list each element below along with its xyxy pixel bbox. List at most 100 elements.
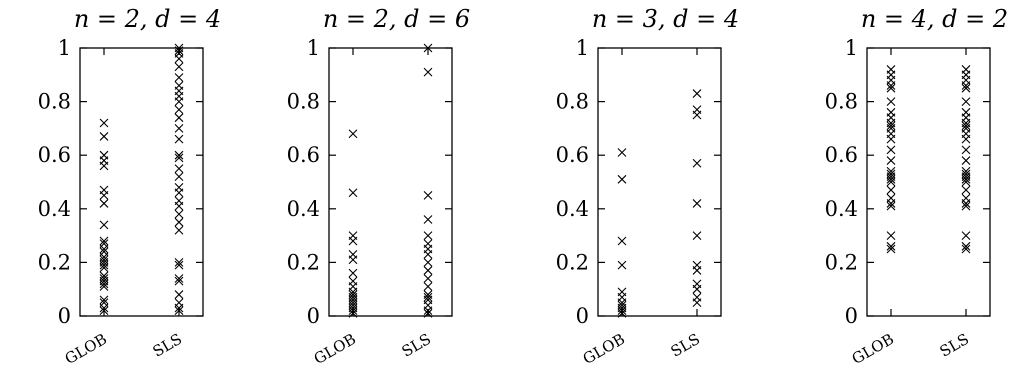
data-point	[423, 274, 433, 283]
data-point	[692, 158, 702, 168]
data-point	[961, 199, 971, 208]
y-tick-label: 0	[307, 304, 320, 328]
y-tick-label: 0.8	[825, 90, 858, 114]
data-point	[174, 276, 184, 286]
data-point	[617, 236, 627, 246]
data-point	[692, 231, 702, 240]
data-point	[174, 153, 184, 163]
data-point	[423, 191, 433, 200]
data-point	[423, 258, 433, 267]
data-point	[348, 308, 358, 318]
data-point	[423, 215, 433, 224]
category-label: GLOB	[311, 330, 359, 368]
data-point	[961, 177, 971, 187]
data-point	[423, 306, 433, 316]
data-point	[99, 263, 109, 273]
data-point	[886, 145, 896, 155]
data-point	[961, 244, 971, 254]
data-point	[99, 279, 109, 289]
data-point	[174, 134, 184, 144]
plot-frame	[79, 47, 204, 317]
data-point	[617, 306, 627, 316]
data-point	[99, 191, 109, 200]
data-point	[961, 231, 971, 240]
y-tick-label: 0.4	[287, 197, 320, 221]
data-point	[423, 43, 433, 53]
data-point	[961, 201, 971, 211]
data-point	[174, 303, 184, 313]
y-tick-label: 0.6	[556, 143, 589, 167]
data-point	[961, 241, 971, 251]
category-label: SLS	[668, 330, 703, 361]
y-tick-label: 0.8	[38, 90, 71, 114]
data-point	[617, 308, 627, 318]
panel-3: n = 3, d = 4 0 0.2 0.4 0.6 0.8 1 GLOB SLS	[556, 5, 740, 368]
data-point	[692, 266, 702, 275]
data-point	[961, 134, 971, 144]
y-tick-label: 0.2	[825, 250, 858, 274]
data-point	[174, 290, 184, 299]
data-point	[99, 161, 109, 171]
category-label: GLOB	[62, 330, 110, 368]
data-point	[174, 306, 184, 316]
data-point	[423, 266, 433, 275]
category-label: SLS	[150, 330, 185, 361]
data-point	[99, 132, 109, 141]
plot-frame	[328, 47, 453, 317]
data-point	[174, 258, 184, 267]
y-tick-label: 0	[58, 304, 71, 328]
data-point	[99, 236, 109, 246]
data-point	[174, 188, 184, 198]
data-point	[886, 201, 896, 211]
category-label: GLOB	[580, 330, 628, 368]
y-tick-label: 1	[58, 36, 71, 60]
data-point	[174, 150, 184, 160]
data-point	[99, 199, 109, 208]
data-point	[692, 89, 702, 98]
data-point	[174, 172, 184, 182]
data-point	[961, 83, 971, 93]
data-point	[961, 185, 971, 195]
chart-title: n = 2, d = 4	[74, 5, 221, 33]
data-point	[174, 105, 184, 115]
data-point	[886, 244, 896, 254]
data-point	[961, 174, 971, 184]
y-tick-label: 0.8	[556, 90, 589, 114]
data-point	[174, 274, 184, 283]
data-point	[348, 306, 358, 316]
data-point	[174, 124, 184, 133]
data-point	[174, 209, 184, 219]
data-point	[886, 199, 896, 208]
y-tick-label: 1	[576, 36, 589, 60]
y-tick-label: 1	[307, 36, 320, 60]
data-point	[99, 220, 109, 230]
data-point	[348, 236, 358, 246]
data-point	[174, 54, 184, 64]
data-point	[886, 134, 896, 144]
y-tick-label: 0.4	[556, 197, 589, 221]
y-tick-label: 0.4	[825, 197, 858, 221]
data-point	[423, 249, 433, 259]
data-point	[886, 81, 896, 90]
y-tick-label: 0.8	[287, 90, 320, 114]
category-label: SLS	[399, 330, 434, 361]
data-point	[961, 156, 971, 165]
y-tick-label: 0.6	[287, 143, 320, 167]
plot-frame	[866, 47, 991, 317]
chart-title: n = 4, d = 2	[861, 5, 1008, 33]
y-tick-label: 0.6	[825, 143, 858, 167]
y-tick-label: 0.6	[38, 143, 71, 167]
y-tick-label: 1	[845, 36, 858, 60]
data-point	[348, 255, 358, 265]
data-point	[174, 225, 184, 235]
data-point	[99, 306, 109, 316]
data-point	[348, 268, 358, 278]
data-point	[886, 177, 896, 187]
y-tick-label: 0.2	[556, 250, 589, 274]
data-point	[961, 97, 971, 106]
data-point	[174, 73, 184, 82]
data-point	[99, 118, 109, 128]
category-label: GLOB	[849, 330, 897, 368]
y-tick-label: 0	[576, 304, 589, 328]
data-point	[961, 81, 971, 90]
